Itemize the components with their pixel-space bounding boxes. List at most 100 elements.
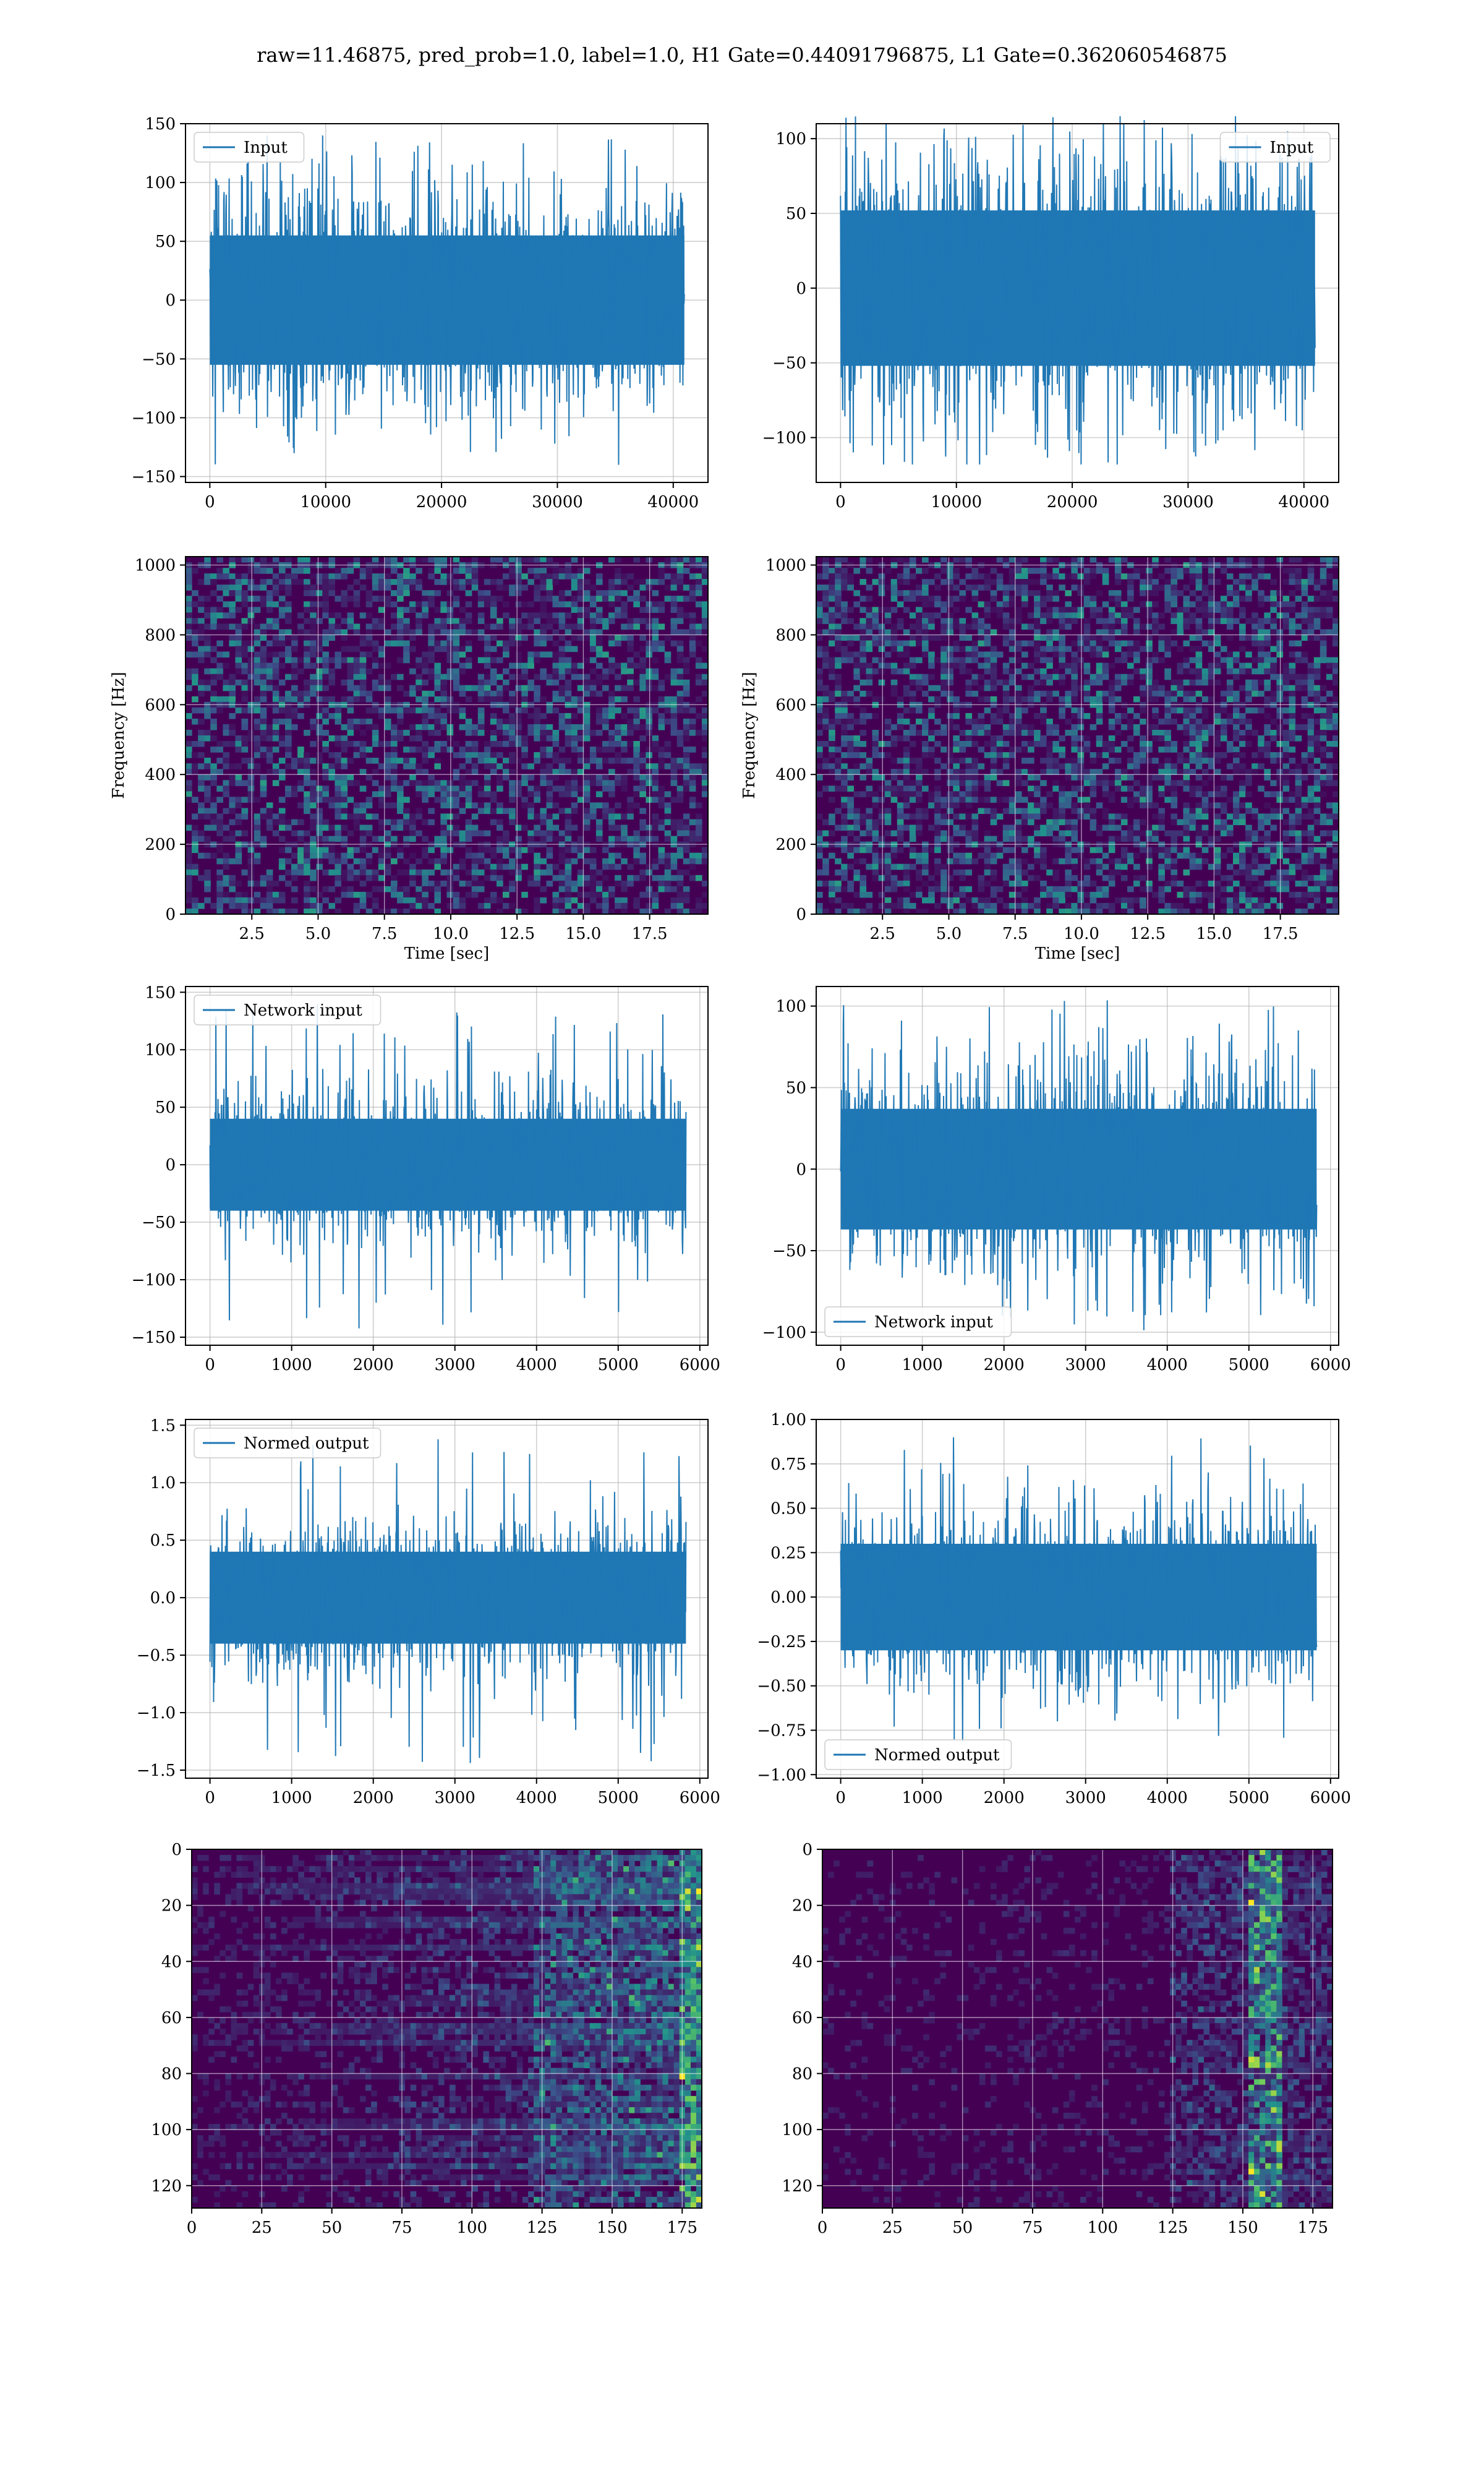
heatmap-cell <box>1083 813 1091 820</box>
heatmap-cell <box>378 909 385 915</box>
heatmap-cell <box>859 730 867 736</box>
heatmap-cell <box>254 741 261 747</box>
heatmap-cell <box>816 601 823 607</box>
heatmap-cell <box>996 557 1004 563</box>
heatmap-cell <box>884 863 892 870</box>
heatmap-cell <box>322 886 329 892</box>
heatmap-cell <box>1090 646 1097 653</box>
heatmap-cell <box>1028 769 1034 775</box>
heatmap-cell <box>884 875 892 881</box>
heatmap-cell <box>1077 897 1085 904</box>
heatmap-cell <box>621 713 628 719</box>
heatmap-cell <box>484 808 491 815</box>
heatmap-cell <box>1102 618 1109 624</box>
heatmap-cell <box>285 651 292 658</box>
heatmap-cell <box>909 741 916 747</box>
heatmap-cell <box>471 584 479 591</box>
heatmap-cell <box>1108 612 1115 618</box>
heatmap-cell <box>621 724 628 730</box>
heatmap-cell <box>822 590 829 596</box>
heatmap-cell <box>909 758 916 764</box>
heatmap-cell <box>509 758 516 764</box>
heatmap-cell <box>304 696 310 703</box>
heatmap-cell <box>859 813 867 820</box>
heatmap-cell <box>1028 662 1034 669</box>
heatmap-cell <box>465 657 472 664</box>
heatmap-cell <box>847 802 854 809</box>
heatmap-cell <box>1083 623 1091 630</box>
heatmap-cell <box>310 662 317 669</box>
heatmap-cell <box>953 657 960 664</box>
heatmap-cell <box>316 668 323 675</box>
heatmap-cell <box>841 902 848 909</box>
heatmap-cell <box>440 679 448 686</box>
heatmap-cell <box>847 797 854 803</box>
heatmap-cell <box>922 808 929 815</box>
heatmap-cell <box>1096 607 1103 613</box>
heatmap-cell <box>391 763 398 769</box>
heatmap-cell <box>595 902 603 909</box>
heatmap-cell <box>241 869 249 876</box>
x-tick-label: 10000 <box>931 493 982 511</box>
heatmap-cell <box>1127 596 1134 602</box>
heatmap-cell <box>701 568 709 574</box>
heatmap-cell <box>621 601 628 607</box>
heatmap-cell <box>521 690 528 697</box>
heatmap-cell <box>652 668 659 675</box>
heatmap-cell <box>384 886 391 892</box>
heatmap-cell <box>353 590 360 596</box>
y-tick-label: 100 <box>145 174 176 192</box>
heatmap-cell <box>521 774 528 781</box>
heatmap-cell <box>372 662 379 669</box>
heatmap-cell <box>1090 858 1097 865</box>
heatmap-cell <box>583 909 591 915</box>
heatmap-cell <box>897 830 904 837</box>
heatmap-cell <box>676 819 684 826</box>
heatmap-cell <box>409 875 416 881</box>
heatmap-cell <box>658 875 665 881</box>
heatmap-cell <box>859 629 867 636</box>
heatmap-cell <box>465 741 472 747</box>
heatmap-cell <box>278 607 286 613</box>
heatmap-cell <box>1040 668 1047 675</box>
heatmap-cell <box>971 679 979 686</box>
heatmap-cell <box>664 596 672 602</box>
heatmap-cell <box>310 813 317 820</box>
heatmap-cell <box>639 891 646 898</box>
heatmap-cell <box>571 646 578 653</box>
heatmap-cell <box>996 780 1004 786</box>
heatmap-cell <box>316 902 323 909</box>
heatmap-cell <box>872 623 879 630</box>
heatmap-cell <box>683 679 690 686</box>
heatmap-cell <box>391 774 398 781</box>
heatmap-cell <box>397 797 404 803</box>
heatmap-cell <box>235 830 242 837</box>
heatmap-cell <box>1028 640 1034 647</box>
heatmap-cell <box>316 724 323 730</box>
heatmap-cell <box>627 674 634 680</box>
heatmap-cell <box>434 741 441 747</box>
heatmap-cell <box>884 612 892 618</box>
heatmap-cell <box>260 780 267 786</box>
heatmap-cell <box>347 813 354 820</box>
heatmap-cell <box>971 824 979 831</box>
heatmap-cell <box>859 830 867 837</box>
heatmap-cell <box>909 730 916 736</box>
heatmap-cell <box>198 730 205 736</box>
heatmap-cell <box>446 780 454 786</box>
heatmap-cell <box>477 718 485 725</box>
heatmap-cell <box>229 886 236 892</box>
heatmap-cell <box>186 635 192 641</box>
heatmap-cell <box>565 690 572 697</box>
heatmap-cell <box>490 623 497 630</box>
heatmap-cell <box>615 707 621 714</box>
heatmap-cell <box>372 886 379 892</box>
heatmap-cell <box>204 730 211 736</box>
heatmap-cell <box>701 852 709 859</box>
heatmap-cell <box>1052 747 1059 753</box>
heatmap-cell <box>527 802 534 809</box>
heatmap-cell <box>897 601 904 607</box>
heatmap-cell <box>1102 568 1109 574</box>
heatmap-cell <box>453 707 460 714</box>
heatmap-cell <box>278 601 286 607</box>
